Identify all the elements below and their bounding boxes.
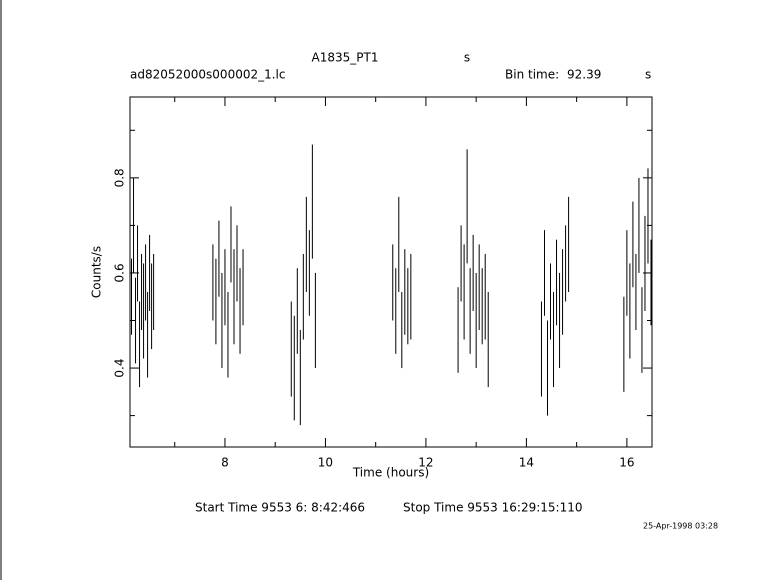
x-axis-label: Time (hours): [352, 466, 429, 480]
x-tick-label: 12: [418, 456, 433, 470]
subtitle: ad82052000s000002_1.lc: [130, 68, 286, 82]
y-tick-label: 0.6: [113, 263, 127, 282]
bin-time: 92.39: [567, 68, 601, 82]
start-time: Start Time 9553 6: 8:42:466: [195, 501, 365, 515]
date: 25-Apr-1998 03:28: [643, 522, 718, 531]
y-tick-label: 0.4: [113, 359, 127, 378]
y-tick-label: 0.8: [113, 168, 127, 187]
chart-title: A1835_PT1: [312, 51, 379, 65]
plot-frame: [129, 96, 653, 448]
bin-time-unit: s: [645, 68, 651, 82]
y-axis-label: Counts/s: [90, 246, 104, 298]
title-unit: s: [464, 51, 470, 65]
x-tick-label: 16: [619, 456, 634, 470]
bin-time-label: Bin time:: [505, 68, 559, 82]
x-tick-label: 14: [519, 456, 534, 470]
x-tick-label: 8: [221, 456, 229, 470]
stop-time: Stop Time 9553 16:29:15:110: [403, 501, 582, 515]
x-tick-label: 10: [318, 456, 333, 470]
